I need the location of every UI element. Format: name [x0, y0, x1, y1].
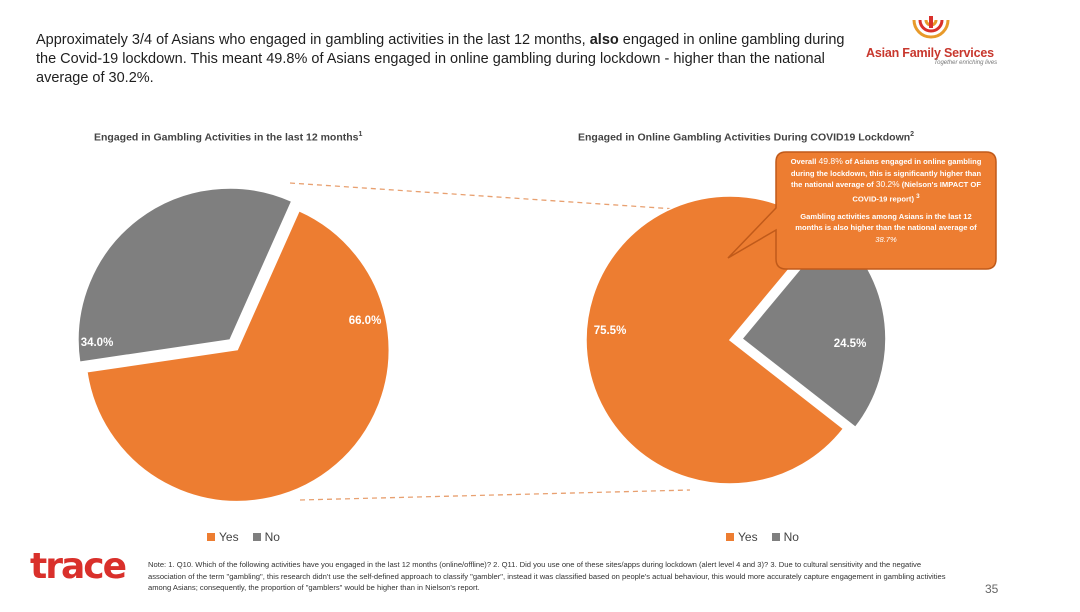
chart-title-right-sup: 2: [910, 131, 915, 138]
headline-bold: also: [589, 32, 619, 48]
callout-percent: 30.2%: [875, 179, 900, 189]
trace-logo: trace: [30, 546, 127, 587]
asian-family-services-logo: Asian Family Services Together enriching…: [862, 16, 1002, 72]
data-label-no: 24.5%: [834, 338, 867, 350]
callout-text: Overall: [790, 157, 819, 166]
pie-slice-yes: [86, 209, 390, 503]
trace-logo-text: trace: [30, 546, 127, 587]
chart-title-left: Engaged in Gambling Activities in the la…: [94, 131, 362, 144]
headline-part2: engaged in online gambling during the Co…: [36, 32, 845, 86]
callout-text: Gambling activities among Asians in the …: [795, 211, 977, 233]
headline: Approximately 3/4 of Asians who engaged …: [36, 31, 856, 88]
pie-chart-left: 66.0% 34.0%: [77, 187, 390, 503]
callout-box: Overall 49.8% of Asians engaged in onlin…: [776, 152, 996, 269]
legend-left: Yes No: [207, 530, 280, 544]
chart-title-left-text: Engaged in Gambling Activities in the la…: [94, 131, 359, 144]
legend-right: Yes No: [726, 530, 799, 544]
callout-text: (Nielson's IMPACT OF COVID-19 report): [852, 180, 981, 204]
callout-sup: 3: [916, 192, 920, 200]
data-label-no: 34.0%: [81, 337, 114, 349]
connector-line: [299, 489, 691, 501]
callout-percent: 49.8%: [818, 156, 843, 166]
legend-swatch-yes: [207, 533, 215, 541]
callout-bubble: [727, 151, 997, 270]
legend-swatch-no: [252, 533, 261, 541]
afs-tagline: Together enriching lives: [934, 60, 998, 66]
legend-swatch-yes: [726, 533, 734, 541]
legend-label-yes: Yes: [219, 530, 239, 544]
chart-title-right-text: Engaged in Online Gambling Activities Du…: [578, 131, 911, 144]
callout-paragraph-2: Gambling activities among Asians in the …: [790, 211, 982, 246]
headline-part1: Approximately 3/4 of Asians who engaged …: [36, 32, 590, 48]
legend-label-no: No: [264, 530, 280, 544]
callout-percent: 38.7%: [875, 234, 897, 244]
data-label-yes: 75.5%: [594, 325, 627, 337]
legend-label-yes: Yes: [738, 530, 758, 544]
afs-name: Asian Family Services: [866, 46, 994, 60]
chart-title-left-sup: 1: [358, 131, 363, 138]
connector-lines: [289, 182, 691, 501]
callout-paragraph-1: Overall 49.8% of Asians engaged in onlin…: [790, 156, 982, 205]
callout-shape: [727, 151, 997, 270]
legend-label-no: No: [783, 530, 799, 544]
pie-slice-no: [77, 187, 293, 364]
footnote: Note: 1. Q10. Which of the following act…: [148, 560, 946, 592]
chart-title-right: Engaged in Online Gambling Activities Du…: [578, 131, 914, 144]
callout-text: of Asians engaged in online gambling dur…: [790, 157, 982, 189]
connector-line: [289, 182, 691, 211]
afs-emblem-icon: [912, 16, 950, 39]
legend-swatch-no: [771, 533, 780, 541]
page-number: 35: [985, 582, 999, 596]
data-label-yes: 66.0%: [349, 315, 382, 327]
